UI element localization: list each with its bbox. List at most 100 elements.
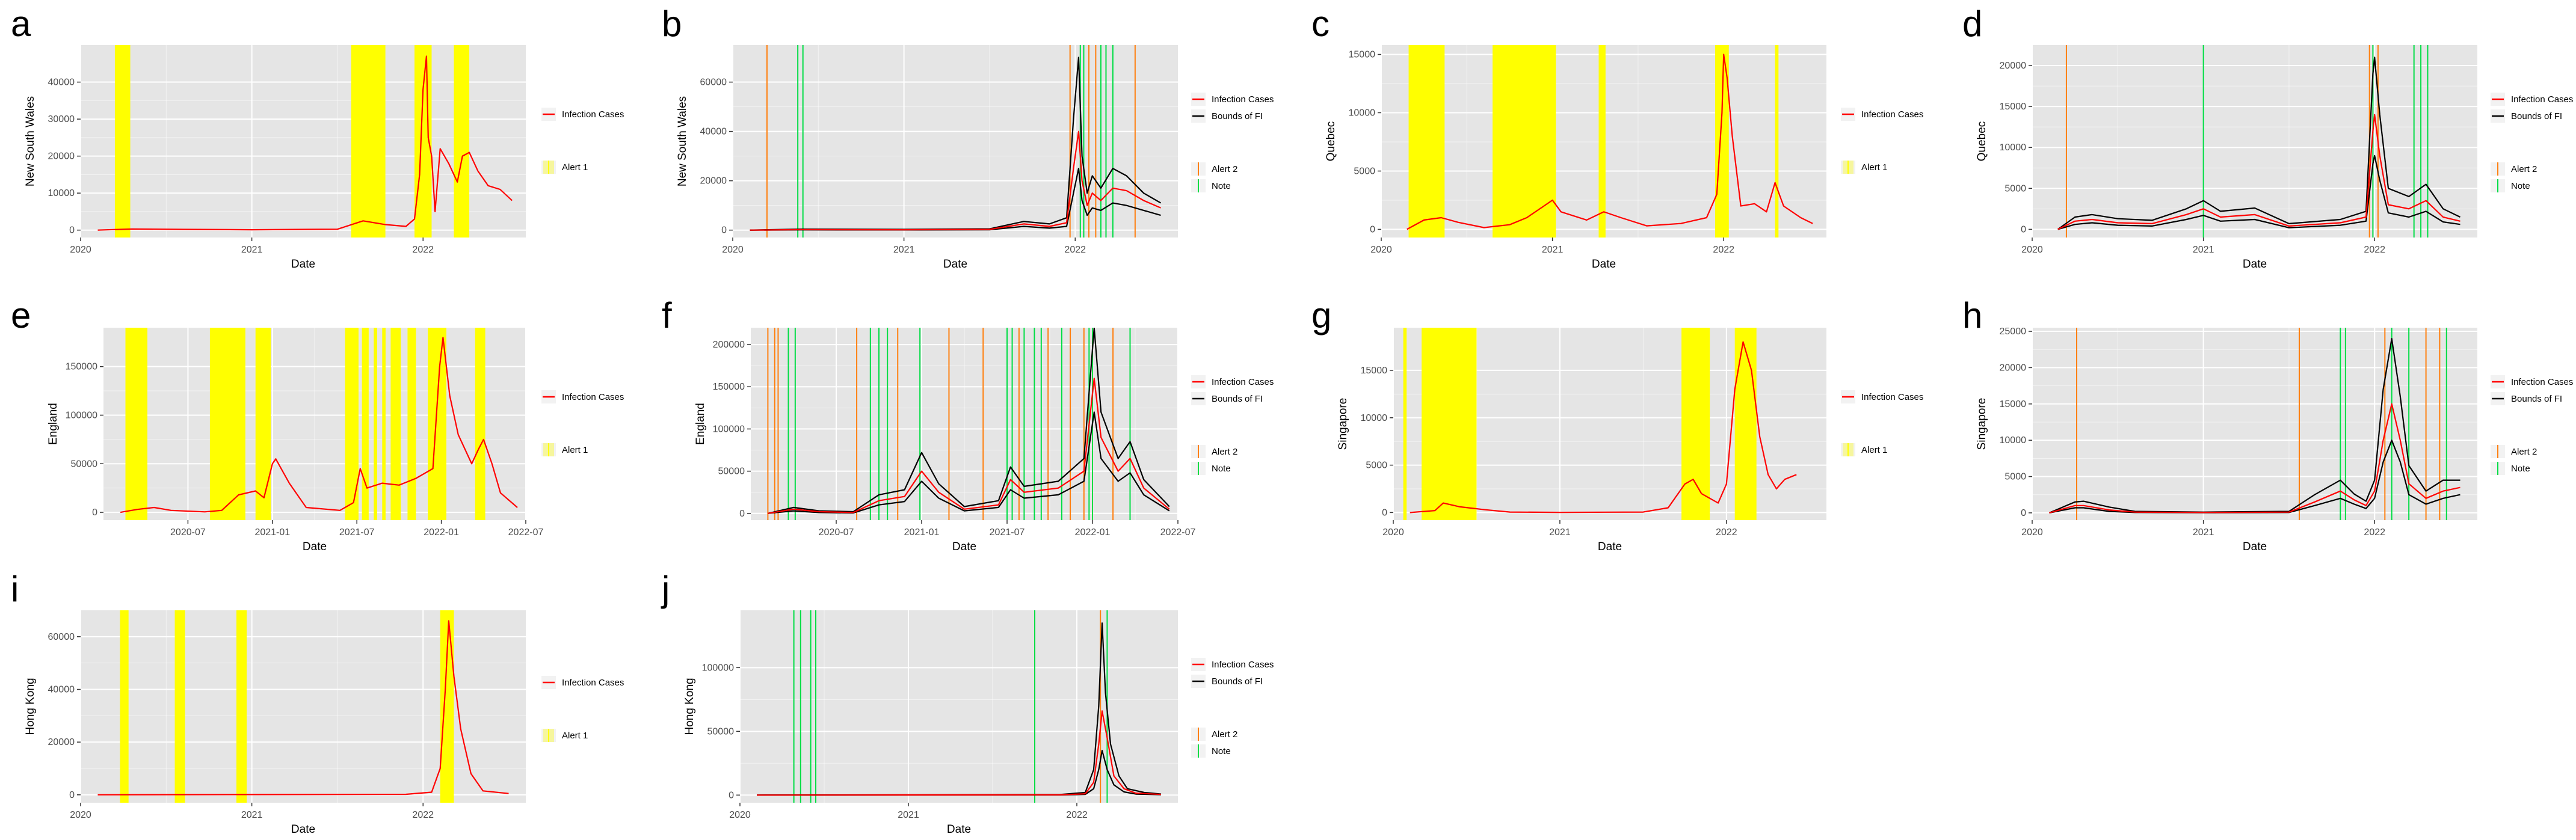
y-tick-label: 20000 <box>2000 363 2027 373</box>
legend: Infection Cases Bounds of FI Alert 2 Note <box>2491 93 2573 192</box>
y-axis-title: New South Wales <box>676 96 689 186</box>
legend-label: Infection Cases <box>562 678 624 688</box>
y-tick-label: 5000 <box>1366 461 1387 471</box>
legend-label: Alert 2 <box>1212 164 1237 174</box>
alert1-band <box>382 328 386 520</box>
y-tick-label: 15000 <box>2000 102 2027 112</box>
y-tick-label: 0 <box>721 225 727 236</box>
legend-label: Alert 2 <box>2511 447 2537 457</box>
panel-i: i 2020 2021 2022 0 20000 40000 60000 Date Hong Ko… <box>11 569 624 836</box>
x-tick-label: 2021-07 <box>990 527 1025 538</box>
y-tick-label: 10000 <box>1349 108 1376 118</box>
x-tick-label: 2022 <box>1064 245 1086 255</box>
legend-label: Alert 1 <box>1861 445 1887 455</box>
panel-letter: f <box>662 295 672 336</box>
x-tick-label: 2021 <box>241 245 263 255</box>
legend-label: Alert 1 <box>562 731 588 741</box>
x-axis-title: Date <box>952 541 976 553</box>
alert1-band <box>440 610 454 803</box>
alert1-band <box>1403 328 1407 520</box>
plot-area <box>733 45 1178 238</box>
y-tick-label: 10000 <box>48 188 75 198</box>
x-tick-label: 2021 <box>2193 527 2214 538</box>
plot-area <box>103 328 526 520</box>
alert1-band <box>1775 45 1779 238</box>
x-tick-label: 2021 <box>893 245 915 255</box>
panel-e: e 2020-07 2021-01 2021-07 2022-01 2022-07 0 500… <box>11 295 624 553</box>
y-tick-label: 5000 <box>2004 183 2026 194</box>
infection-cases-line <box>756 710 1162 796</box>
panel-letter: c <box>1311 4 1330 44</box>
legend-label: Note <box>2511 181 2530 191</box>
infection-cases-line <box>1407 54 1813 230</box>
legend-label: Bounds of FI <box>1212 394 1263 404</box>
x-tick-label: 2020 <box>70 245 91 255</box>
y-tick-label: 150000 <box>713 382 745 392</box>
y-tick-label: 10000 <box>2000 143 2027 153</box>
y-tick-label: 20000 <box>48 737 75 747</box>
bounds-of-fi-line <box>2049 338 2460 514</box>
alert1-band <box>114 45 131 238</box>
panel-letter: a <box>11 4 31 44</box>
alert1-band <box>1681 328 1710 520</box>
x-tick-label: 2021 <box>1549 527 1571 538</box>
y-axis-title: Hong Kong <box>24 678 37 735</box>
alert1-band <box>475 328 485 520</box>
plot-area <box>740 610 1178 803</box>
legend-label: Bounds of FI <box>1212 676 1263 687</box>
alert1-band <box>454 45 470 238</box>
panel-a: a 2020 2021 2022 0 10000 20000 30000 40000 Date Ne… <box>11 4 624 271</box>
x-tick-label: 2021 <box>2193 245 2214 255</box>
x-tick-label: 2020 <box>2021 527 2043 538</box>
infection-cases-line <box>2057 114 2460 230</box>
legend: Infection Cases Alert 1 <box>541 390 624 456</box>
legend-label: Bounds of FI <box>2511 111 2562 121</box>
panel-letter: i <box>11 569 19 609</box>
panel-j: j 2020 2021 2022 0 50000 100000 Date Hong Kong In… <box>661 569 1274 836</box>
panel-g: g 2020 2021 2022 0 5000 10000 15000 Date Singapor… <box>1311 295 1923 553</box>
infection-cases-line <box>97 620 509 796</box>
alert1-band <box>1598 45 1606 238</box>
x-axis-title: Date <box>303 541 327 553</box>
y-tick-label: 15000 <box>2000 399 2027 409</box>
y-tick-label: 60000 <box>48 632 75 642</box>
y-tick-label: 15000 <box>1361 366 1388 376</box>
y-axis-title: Quebec <box>1325 121 1337 162</box>
x-axis-title: Date <box>291 258 315 271</box>
y-tick-label: 50000 <box>71 459 98 469</box>
x-tick-label: 2020 <box>729 810 751 820</box>
y-tick-label: 200000 <box>713 340 745 350</box>
legend-label: Alert 1 <box>562 162 588 173</box>
x-tick-label: 2022 <box>1713 245 1734 255</box>
bounds-of-fi-line <box>2057 155 2460 230</box>
legend-label: Note <box>2511 464 2530 474</box>
alert1-band <box>236 610 247 803</box>
y-tick-label: 100000 <box>713 424 745 434</box>
legend-label: Infection Cases <box>2511 377 2573 387</box>
panel-f: f 2020-07 2021-01 2021-07 2022-01 2022-07 0 500… <box>662 295 1274 553</box>
x-tick-label: 2022 <box>2364 245 2385 255</box>
legend-label: Note <box>1212 181 1231 191</box>
x-axis-title: Date <box>943 258 967 271</box>
infection-cases-line <box>120 337 518 514</box>
x-tick-label: 2021-01 <box>254 527 290 538</box>
infection-cases-line <box>97 55 513 231</box>
alert1-band <box>1422 328 1477 520</box>
y-axis-title: England <box>47 403 60 445</box>
alert1-band <box>374 328 377 520</box>
alert1-band <box>125 328 148 520</box>
plot-background <box>733 45 1178 238</box>
alert1-band <box>209 328 245 520</box>
bounds-of-fi-line <box>2057 57 2460 230</box>
infection-cases-line <box>768 378 1170 514</box>
x-axis-title: Date <box>291 823 315 836</box>
y-tick-label: 40000 <box>48 78 75 88</box>
x-tick-label: 2020 <box>1382 527 1404 538</box>
infection-cases-line <box>1410 341 1797 514</box>
x-axis-title: Date <box>947 823 971 836</box>
legend-label: Alert 1 <box>562 445 588 455</box>
x-axis-title: Date <box>2243 541 2267 553</box>
plot-background <box>2032 45 2477 238</box>
panel-letter: h <box>1962 295 1982 336</box>
bounds-of-fi-line <box>2049 440 2460 514</box>
